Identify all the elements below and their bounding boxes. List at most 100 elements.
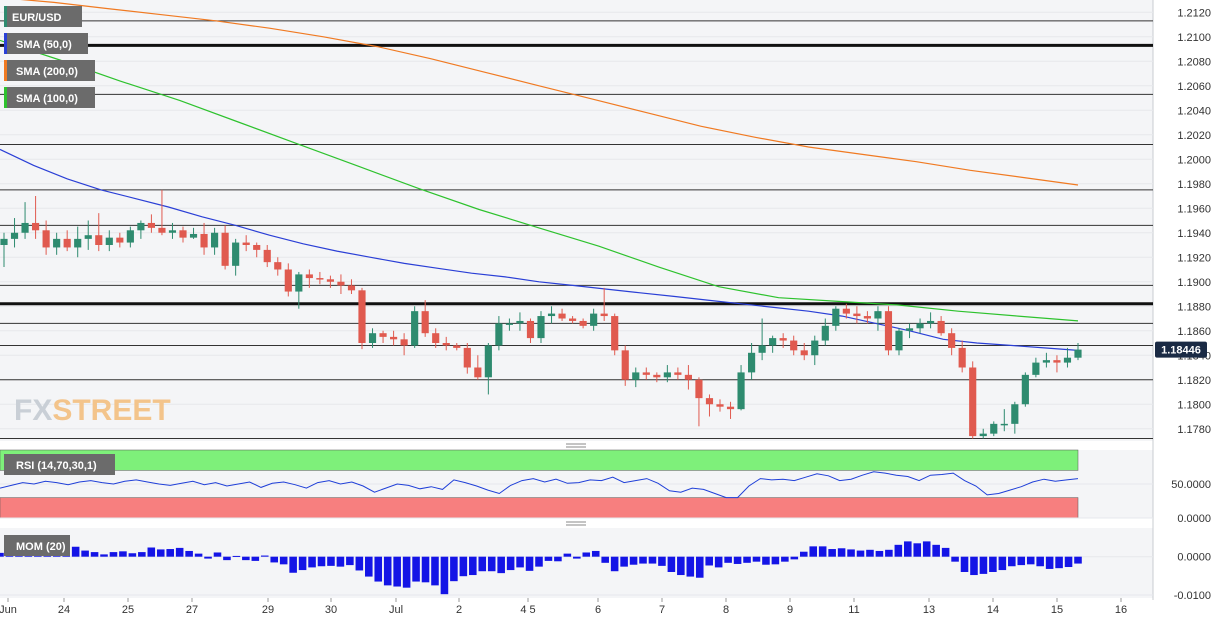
mom-bar — [128, 553, 137, 557]
svg-text:FXSTREET: FXSTREET — [14, 394, 171, 427]
last-price-tag: 1.18446 — [1155, 341, 1207, 358]
mom-bar — [998, 556, 1007, 571]
mom-bar — [374, 556, 383, 582]
mom-bar — [828, 549, 836, 557]
mom-bar — [289, 556, 297, 573]
watermark-fx: FX — [14, 394, 52, 427]
candle — [495, 316, 503, 351]
date-axis: Jun 24 25 27 29 30 Jul 2 4 5 6 7 8 9 11 13 14 15 16 — [0, 598, 1127, 616]
mom-bar — [147, 547, 156, 557]
price-tick-label: 1.2100 — [1177, 32, 1211, 44]
mom-bar — [856, 550, 865, 557]
price-pane-background — [0, 0, 1153, 441]
rsi-overbought-zone — [0, 449, 1079, 471]
candle — [147, 214, 155, 233]
candle — [63, 230, 71, 252]
candle — [1042, 352, 1050, 368]
candle — [737, 365, 745, 411]
legend-rsi[interactable]: RSI (14,70,30,1) — [4, 454, 115, 475]
mom-bar — [781, 556, 789, 562]
candle — [863, 311, 871, 324]
candle — [769, 335, 777, 353]
candle — [358, 287, 366, 350]
rsi-pane-resize-handle[interactable] — [566, 443, 586, 448]
rsi-tick-label: 0.0000 — [1177, 513, 1211, 525]
legend-mom[interactable]: MOM (20) — [4, 535, 70, 556]
date-tick-label: 15 — [1051, 604, 1063, 616]
price-tick-label: 1.1800 — [1177, 399, 1211, 411]
mom-bar — [487, 556, 496, 572]
mom-bar — [799, 551, 808, 557]
legend-symbol[interactable]: EUR/USD — [4, 6, 82, 27]
mom-bar — [260, 555, 269, 557]
rsi-tick-label: 50.0000 — [1171, 479, 1211, 491]
candle — [84, 220, 92, 250]
mom-bar — [913, 543, 922, 557]
rsi-pane: 50.0000 0.0000 — [0, 449, 1211, 525]
mom-bar — [90, 552, 99, 557]
candle — [316, 271, 324, 285]
candle — [116, 232, 124, 248]
candle — [284, 263, 292, 297]
candle — [832, 306, 840, 331]
candle — [526, 318, 535, 343]
candle — [674, 367, 682, 380]
mom-bar — [204, 556, 212, 559]
candle — [905, 323, 914, 339]
candle — [137, 220, 145, 239]
candle — [305, 269, 313, 288]
svg-text:MOM (20): MOM (20) — [16, 541, 66, 553]
candle — [611, 313, 619, 356]
candle — [168, 222, 177, 239]
legend-sma-200[interactable]: SMA (200,0) — [4, 60, 95, 81]
candle — [1063, 347, 1072, 368]
mom-bar — [156, 549, 165, 557]
candle — [189, 227, 198, 239]
candle — [232, 238, 240, 276]
candle — [927, 312, 935, 329]
mom-bar — [450, 556, 458, 582]
candle — [32, 196, 40, 239]
mom-bar — [166, 549, 174, 557]
candle — [1032, 357, 1040, 378]
candle — [642, 367, 650, 380]
price-tick-label: 1.2120 — [1177, 7, 1211, 19]
mom-bar — [223, 556, 231, 561]
candle — [684, 365, 692, 390]
mom-bar — [591, 550, 600, 557]
mom-bar — [790, 556, 799, 560]
date-tick-label: 13 — [923, 604, 935, 616]
candle — [126, 226, 134, 248]
mom-bar — [497, 556, 505, 574]
mom-bar — [573, 556, 581, 559]
candle — [10, 218, 19, 248]
candle — [263, 245, 271, 268]
candle — [705, 394, 714, 417]
mom-pane-resize-handle[interactable] — [566, 521, 586, 526]
price-tick-label: 1.1940 — [1177, 228, 1211, 240]
mom-bar — [232, 555, 241, 557]
mom-bar — [213, 552, 222, 557]
mom-bar — [383, 556, 392, 586]
mom-bar — [941, 547, 950, 557]
candle — [95, 213, 103, 252]
mom-bar — [0, 552, 4, 557]
candle — [600, 287, 608, 321]
mom-bar — [469, 556, 477, 576]
mom-bar — [695, 556, 704, 578]
legend-sma-100[interactable]: SMA (100,0) — [4, 87, 95, 108]
mom-bar — [951, 556, 959, 562]
legend-sma-50[interactable]: SMA (50,0) — [4, 33, 88, 54]
candle — [221, 225, 229, 270]
candle — [948, 328, 956, 356]
mom-bar — [71, 546, 80, 557]
candle — [632, 367, 640, 388]
candle — [1021, 372, 1029, 407]
candle — [474, 355, 482, 380]
mom-bar — [242, 556, 250, 561]
candle — [211, 227, 219, 255]
candle — [158, 189, 166, 236]
candle — [748, 343, 756, 380]
candle — [937, 316, 945, 336]
candle — [547, 306, 556, 324]
